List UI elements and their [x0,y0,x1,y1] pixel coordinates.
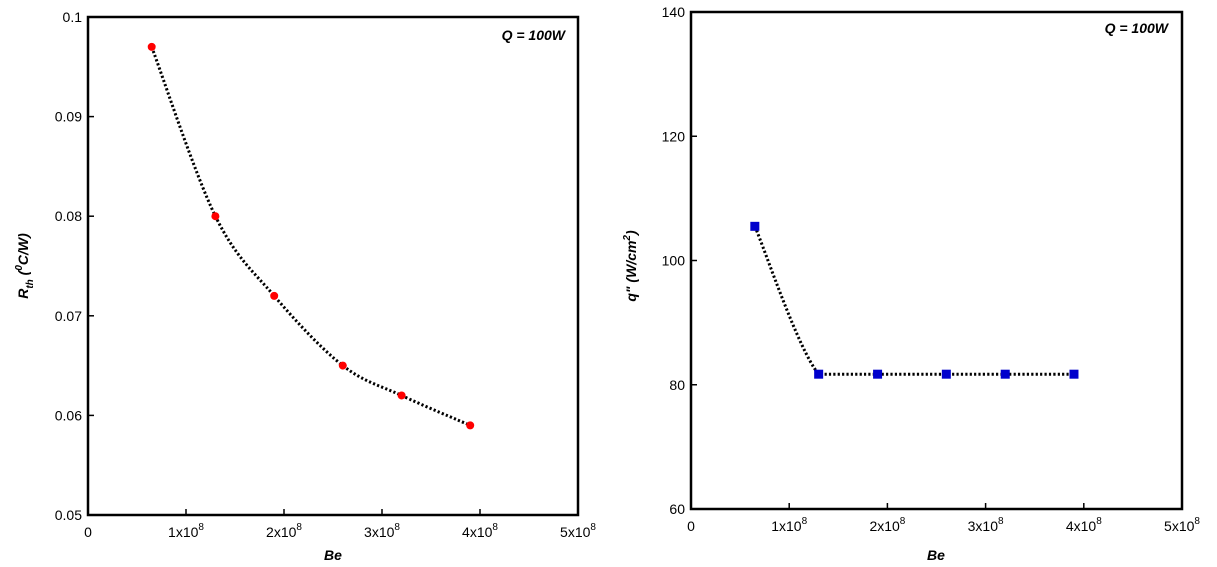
data-point [750,221,760,231]
data-point [270,291,279,300]
y-axis-label-base: R [15,288,31,299]
x-tick-label: 2x108 [869,516,905,534]
x-tick-exponent: 8 [492,522,498,533]
x-tick-label: 4x108 [462,522,498,540]
x-tick-exponent: 8 [394,522,400,533]
chart-heat-flux: 0 1x108 2x108 3x108 4x108 5x1086080100120140 … [622,4,1200,563]
y-axis-label-paren: ( [15,269,31,279]
fit-curve [150,46,471,427]
y-axis-label-base: q" (W/cm [623,241,639,302]
x-tick-mantissa: 3x10 [968,518,999,534]
data-point [397,391,406,400]
x-tick-exponent: 8 [198,522,204,533]
x-axis-label: Be [927,547,945,563]
y-tick-label: 80 [669,377,685,393]
chart-annotation: Q = 100W [502,27,567,43]
data-marks [147,42,475,430]
x-tick-label: 1x108 [168,522,204,540]
y-tick-label: 0.08 [55,208,82,224]
x-tick-label: 5x108 [560,522,596,540]
x-tick-exponent: 8 [1096,516,1102,527]
x-tick-mantissa: 3x10 [364,524,395,540]
x-tick-label: 1x108 [771,516,807,534]
y-tick-label: 140 [662,4,686,20]
x-tick-mantissa: 4x10 [1066,518,1097,534]
data-marks [750,221,1079,379]
fit-curve [753,225,1074,376]
data-point [211,212,220,221]
x-tick-mantissa: 1x10 [168,524,199,540]
y-axis-label: q" (W/cm2) [622,230,639,302]
x-tick-label: 2x108 [266,522,302,540]
y-axis-label-unit: C/W) [15,233,31,265]
data-point [873,369,883,379]
x-axis-label: Be [324,547,342,563]
data-point [1069,369,1079,379]
x-tick-label: 3x108 [364,522,400,540]
data-point [147,42,156,51]
x-tick-mantissa: 5x10 [1164,518,1195,534]
y-tick-label: 0.1 [63,9,83,25]
x-tick-mantissa: 2x10 [869,518,900,534]
y-axis-label: Rth (0C/W) [14,233,36,299]
y-tick-label: 120 [662,128,686,144]
data-point [814,369,824,379]
y-tick-label: 100 [662,253,686,269]
chart-thermal-resistance: 0 1x108 2x108 3x108 4x108 5x1080.050.060.070.… [14,9,596,563]
x-tick-mantissa: 1x10 [771,518,802,534]
y-axis-label-sup: 0 [14,265,25,271]
y-axis-label-sub: th [25,279,36,288]
y-axis-label-unit: ) [623,230,639,237]
data-point [1000,369,1010,379]
data-point [338,361,347,370]
y-axis-label-sup: 2 [622,235,633,242]
x-tick-exponent: 8 [998,516,1004,527]
y-tick-label: 0.07 [55,308,82,324]
y-tick-label: 0.09 [55,109,82,125]
data-point [941,369,951,379]
x-tick-mantissa: 5x10 [560,524,591,540]
x-tick-label: 0 [687,518,695,534]
x-tick-mantissa: 4x10 [462,524,493,540]
data-point [466,421,475,430]
x-tick-label: 4x108 [1066,516,1102,534]
x-tick-label: 5x108 [1164,516,1200,534]
x-tick-mantissa: 2x10 [266,524,297,540]
x-tick-label: 3x108 [968,516,1004,534]
x-tick-exponent: 8 [802,516,808,527]
x-tick-label: 0 [84,524,92,540]
y-tick-label: 0.06 [55,407,82,423]
tick-layer: 0 1x108 2x108 3x108 4x108 5x1080.050.060.070.… [55,9,597,540]
y-tick-label: 60 [669,501,685,517]
x-tick-exponent: 8 [296,522,302,533]
y-tick-label: 0.05 [55,507,82,523]
plot-frame [689,10,1184,511]
chart-annotation: Q = 100W [1105,20,1170,36]
x-tick-exponent: 8 [1194,516,1200,527]
x-tick-exponent: 8 [900,516,906,527]
x-tick-exponent: 8 [590,522,596,533]
plot-frame [86,15,580,517]
